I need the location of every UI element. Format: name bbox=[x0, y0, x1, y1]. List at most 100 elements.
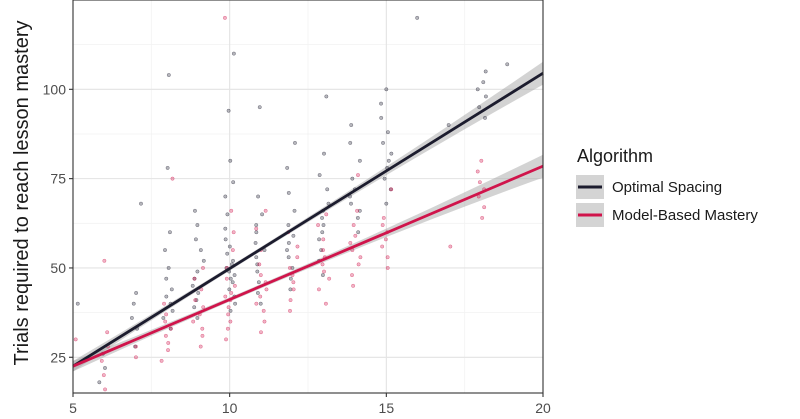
data-point bbox=[223, 226, 228, 231]
data-point bbox=[324, 212, 329, 217]
data-point bbox=[193, 298, 198, 303]
data-point bbox=[198, 248, 203, 253]
regression-line-1 bbox=[72, 164, 544, 368]
data-point bbox=[483, 94, 488, 99]
y-tick-label: 100 bbox=[43, 81, 67, 97]
data-point bbox=[260, 212, 265, 217]
data-point bbox=[321, 237, 326, 242]
data-point bbox=[291, 280, 296, 285]
data-point bbox=[166, 348, 170, 353]
data-point bbox=[321, 223, 326, 228]
data-point bbox=[381, 215, 386, 220]
data-point bbox=[286, 240, 291, 245]
data-point bbox=[357, 208, 362, 213]
data-point bbox=[103, 387, 108, 392]
data-point bbox=[191, 319, 196, 324]
data-point bbox=[351, 223, 356, 228]
data-point bbox=[165, 165, 170, 170]
legend: Algorithm Optimal Spacing Model-Based Ma… bbox=[576, 146, 758, 227]
data-point bbox=[293, 140, 297, 145]
data-point bbox=[358, 255, 363, 260]
data-point bbox=[320, 262, 325, 267]
data-point bbox=[223, 237, 228, 242]
data-point bbox=[415, 15, 420, 20]
legend-item-optimal-spacing: Optimal Spacing bbox=[576, 175, 722, 199]
data-point bbox=[356, 173, 360, 178]
data-point bbox=[286, 223, 291, 228]
data-point bbox=[231, 51, 236, 56]
data-point bbox=[258, 301, 263, 306]
data-point bbox=[227, 287, 232, 292]
data-point bbox=[286, 255, 291, 260]
data-point bbox=[167, 230, 172, 235]
data-point bbox=[385, 255, 390, 260]
data-point bbox=[349, 123, 354, 127]
data-point bbox=[356, 262, 361, 267]
data-point bbox=[385, 130, 390, 135]
data-point bbox=[446, 123, 451, 127]
data-point bbox=[482, 205, 487, 210]
data-point bbox=[200, 326, 205, 331]
data-point bbox=[228, 319, 233, 324]
y-tick-label: 75 bbox=[50, 171, 66, 187]
data-point bbox=[254, 301, 259, 306]
data-point bbox=[201, 266, 205, 270]
data-point bbox=[224, 276, 229, 281]
data-point bbox=[291, 233, 296, 238]
data-point bbox=[288, 276, 293, 281]
data-point bbox=[475, 87, 480, 92]
regression-lines bbox=[72, 72, 544, 368]
data-point bbox=[166, 73, 171, 77]
legend-label-optimal-spacing: Optimal Spacing bbox=[612, 179, 722, 196]
data-point bbox=[257, 105, 262, 110]
data-point bbox=[99, 358, 104, 363]
data-point bbox=[483, 115, 487, 120]
data-point bbox=[195, 269, 200, 274]
data-point bbox=[356, 230, 361, 235]
data-point bbox=[228, 158, 233, 163]
data-point bbox=[101, 373, 106, 378]
x-tick-label: 5 bbox=[69, 400, 77, 416]
data-point bbox=[255, 291, 260, 295]
data-point bbox=[231, 258, 235, 263]
regression-line-0 bbox=[72, 72, 544, 368]
data-point bbox=[349, 201, 353, 206]
data-point bbox=[380, 244, 385, 249]
data-point bbox=[195, 223, 200, 228]
data-point bbox=[389, 151, 394, 156]
data-point bbox=[225, 212, 230, 217]
data-point bbox=[320, 215, 325, 220]
data-point bbox=[259, 330, 263, 335]
data-point bbox=[166, 341, 171, 345]
data-point bbox=[291, 287, 296, 292]
data-point bbox=[320, 230, 325, 235]
data-point bbox=[232, 283, 237, 288]
data-point bbox=[379, 115, 384, 120]
data-point bbox=[382, 176, 387, 181]
data-point bbox=[256, 280, 261, 285]
data-point bbox=[226, 312, 231, 317]
data-point bbox=[228, 276, 233, 281]
y-tick-label: 25 bbox=[50, 349, 66, 365]
data-point bbox=[288, 298, 293, 303]
data-point bbox=[231, 230, 236, 235]
data-point bbox=[320, 273, 325, 278]
x-tick-label: 20 bbox=[535, 400, 551, 416]
data-point bbox=[379, 101, 383, 106]
data-point bbox=[380, 223, 385, 228]
data-point bbox=[285, 165, 290, 170]
data-point bbox=[292, 208, 297, 213]
data-point bbox=[479, 158, 484, 163]
data-point bbox=[327, 276, 332, 281]
legend-label-model-based-mastery: Model-Based Mastery bbox=[612, 207, 758, 224]
data-point bbox=[226, 108, 231, 113]
data-point bbox=[295, 244, 300, 249]
data-point bbox=[192, 276, 197, 281]
data-point bbox=[170, 176, 175, 181]
data-point bbox=[477, 105, 482, 110]
data-point bbox=[389, 187, 394, 192]
data-point bbox=[350, 273, 354, 278]
data-point bbox=[105, 330, 110, 335]
data-point bbox=[162, 301, 166, 306]
